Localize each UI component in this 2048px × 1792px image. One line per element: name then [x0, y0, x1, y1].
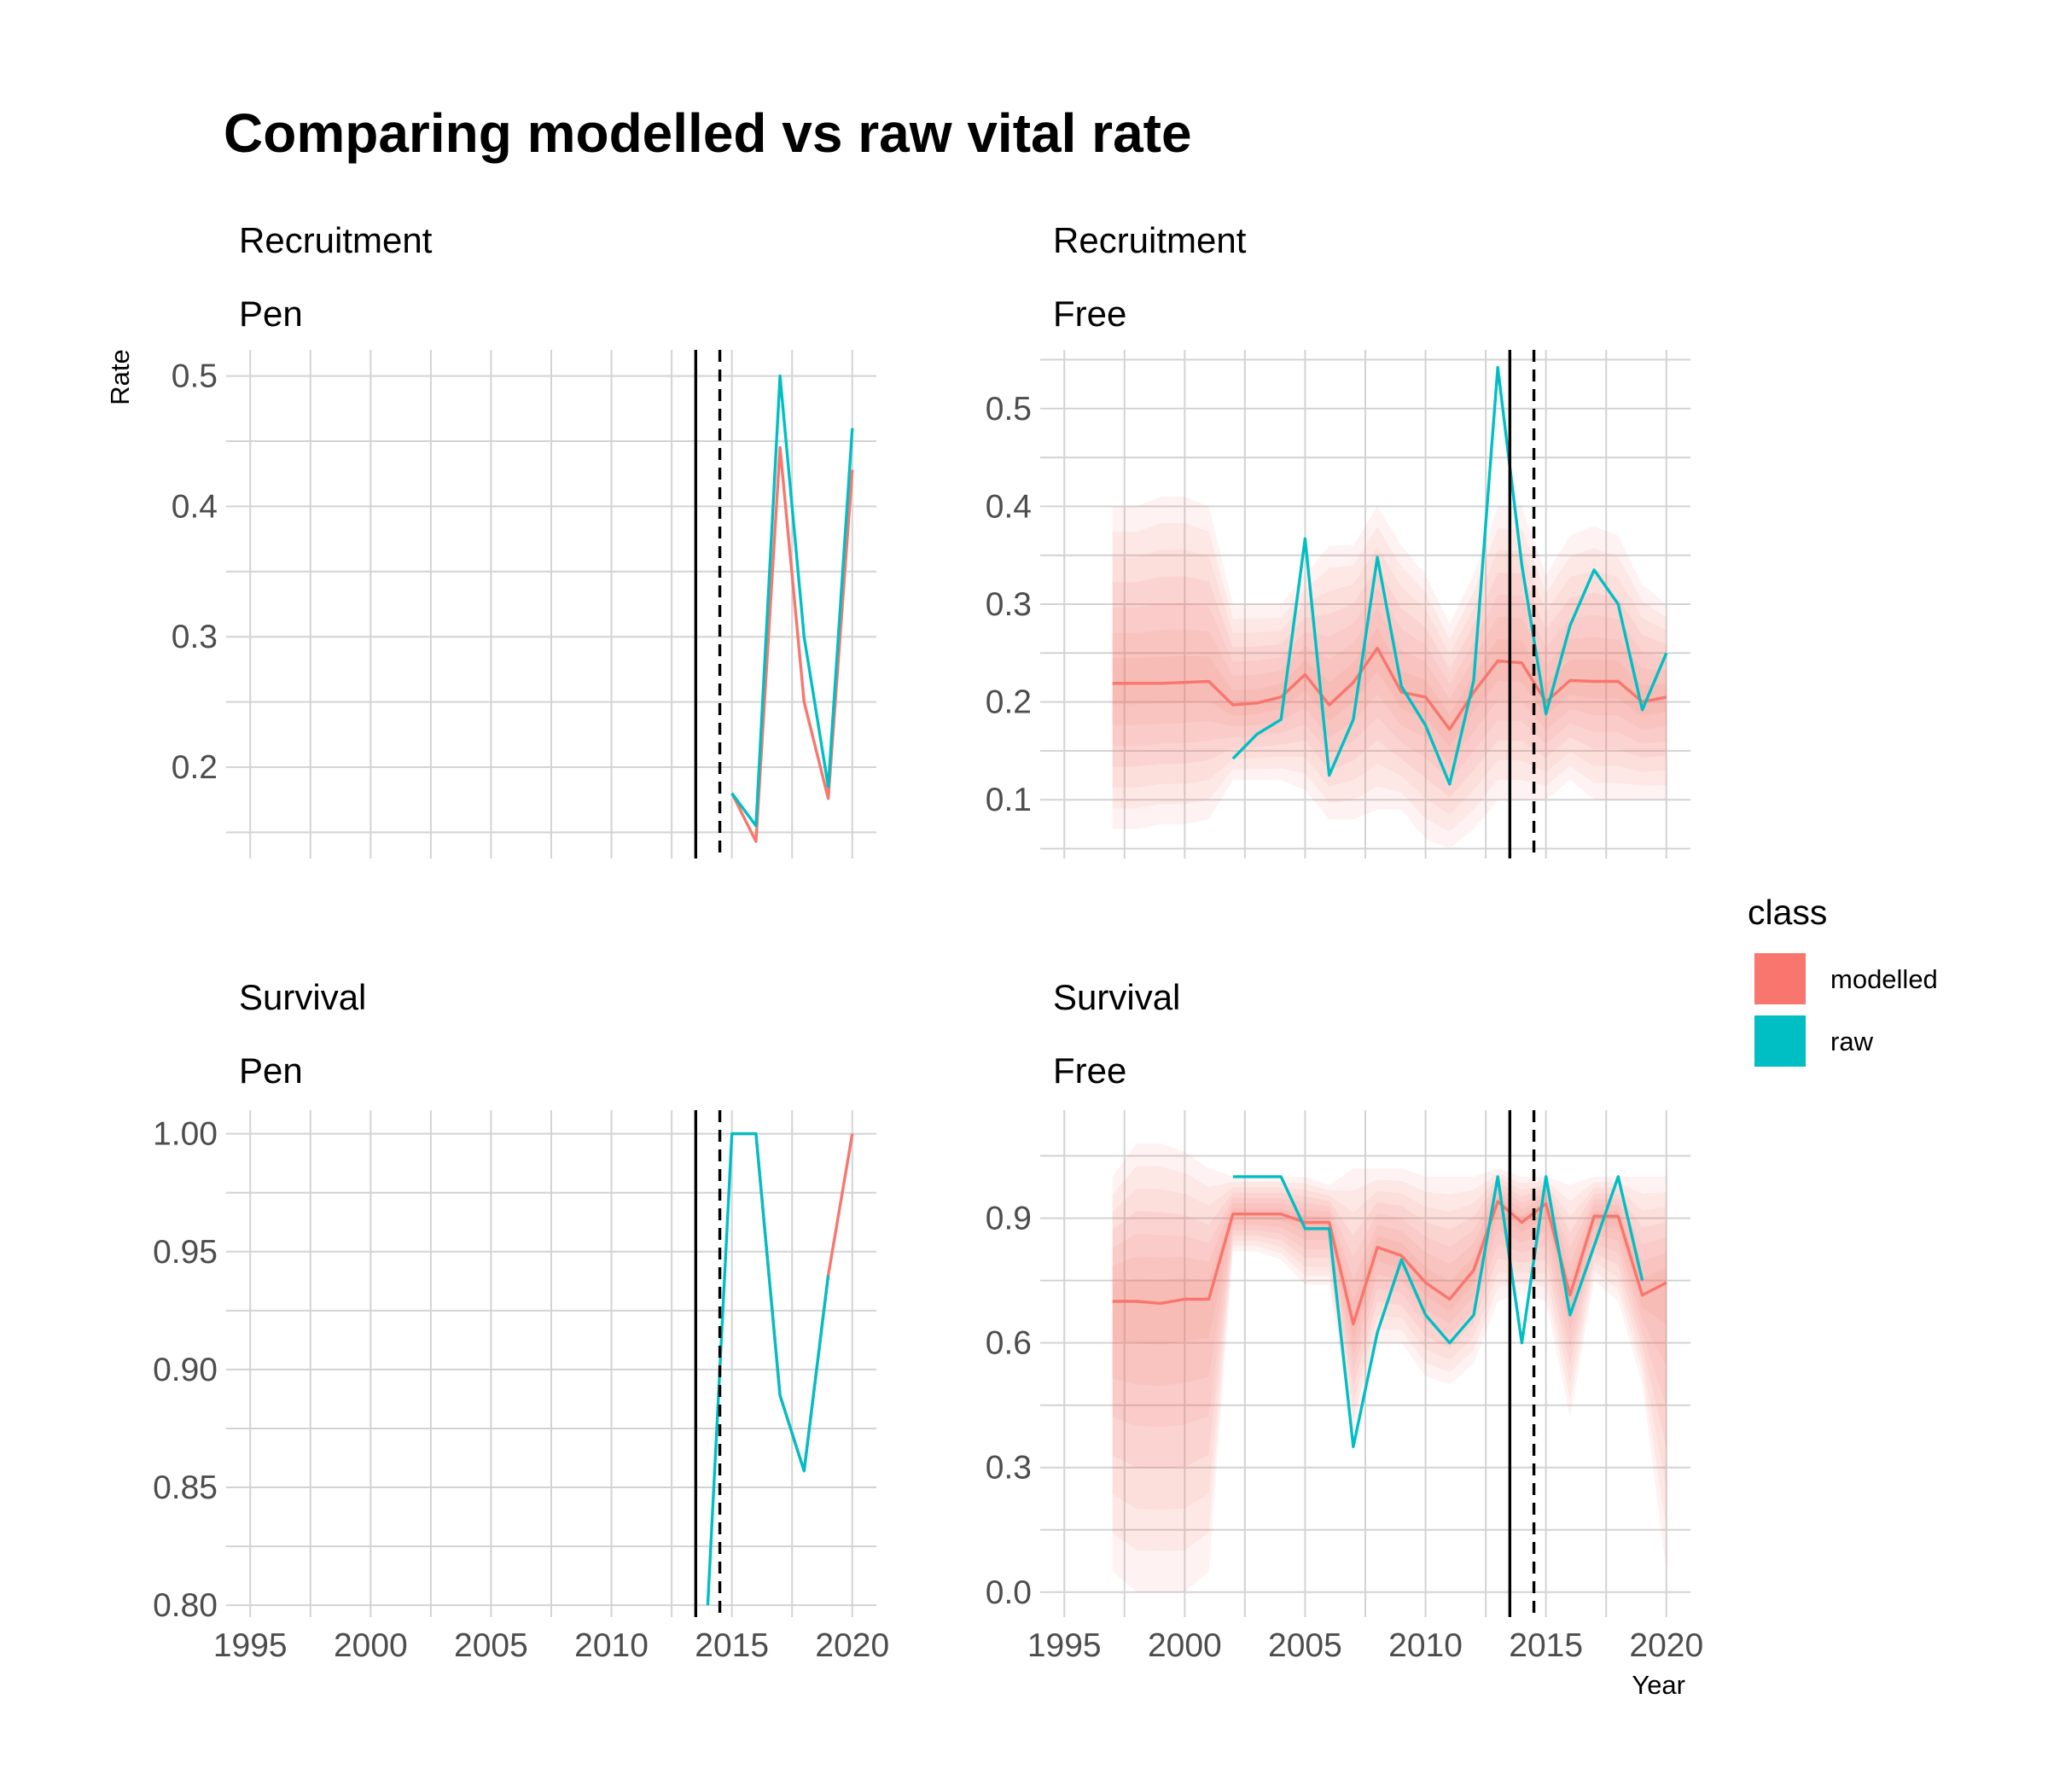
y-tick-label: 0.6	[986, 1325, 1032, 1362]
series-line-modelled	[1112, 1200, 1667, 1326]
chart-title: Comparing modelled vs raw vital rate	[224, 102, 1192, 164]
uncertainty-band	[1112, 587, 1667, 781]
panel-plot-survival-pen: 0.80 0.85 0.90 0.95 1.00 1995 2000 2005 2010 2015…	[153, 1110, 889, 1664]
panel-plot-recruitment-pen: 0.2 0.3 0.4 0.5	[172, 350, 876, 858]
x-tick-label: 2005	[1268, 1627, 1342, 1664]
strip-label-row: Recruitment	[1053, 220, 1247, 260]
panel-recruitment-pen: Recruitment Pen	[239, 220, 433, 334]
x-tick-label: 2000	[334, 1627, 408, 1664]
y-tick-label: 0.9	[986, 1201, 1032, 1237]
uncertainty-band	[1112, 546, 1667, 815]
legend-key-raw	[1754, 1015, 1806, 1067]
uncertainty-band	[1112, 1166, 1667, 1551]
y-tick-label: 0.3	[172, 619, 218, 655]
strip-label-row: Survival	[1053, 977, 1180, 1017]
series-line-raw	[706, 1132, 830, 1606]
y-tick-label: 0.5	[986, 391, 1032, 428]
uncertainty-band	[1112, 1178, 1667, 1510]
legend: class modelled raw	[1748, 893, 1938, 1067]
uncertainty-band	[1112, 1187, 1667, 1428]
strip-label-row: Recruitment	[239, 220, 433, 260]
y-axis-label: Rate	[105, 349, 135, 404]
series-line-modelled	[1112, 646, 1667, 731]
x-tick-label: 2015	[695, 1627, 769, 1664]
x-axis-label: Year	[1632, 1670, 1685, 1700]
x-tick-label: 2020	[815, 1627, 889, 1664]
uncertainty-band	[1112, 608, 1667, 764]
x-tick-label: 2010	[574, 1627, 649, 1664]
series-line-raw	[730, 374, 854, 828]
y-tick-label: 1.00	[153, 1116, 218, 1153]
uncertainty-band	[1112, 1182, 1667, 1469]
y-tick-label: 0.4	[172, 488, 218, 525]
panel-recruitment-free: Recruitment Free	[1053, 220, 1247, 334]
y-tick-label: 0.90	[153, 1352, 218, 1388]
y-tick-label: 0.3	[986, 1450, 1032, 1487]
x-tick-label: 1995	[1027, 1627, 1102, 1664]
strip-label-col: Free	[1053, 1050, 1126, 1091]
legend-label-raw: raw	[1830, 1027, 1874, 1056]
uncertainty-band	[1112, 1143, 1667, 1592]
legend-label-modelled: modelled	[1830, 964, 1938, 994]
uncertainty-band	[1112, 1192, 1667, 1387]
x-tick-label: 2015	[1509, 1627, 1583, 1664]
strip-label-row: Survival	[239, 977, 366, 1017]
x-tick-label: 2010	[1388, 1627, 1463, 1664]
panel-survival-free: Survival Free	[1053, 977, 1180, 1091]
y-tick-label: 0.2	[172, 749, 218, 786]
strip-label-col: Free	[1053, 294, 1126, 334]
y-tick-label: 0.80	[153, 1587, 218, 1624]
series-line-raw	[1232, 1175, 1644, 1449]
y-tick-label: 0.85	[153, 1469, 218, 1506]
y-tick-label: 0.2	[986, 684, 1032, 721]
y-tick-label: 0.5	[172, 358, 218, 395]
uncertainty-band	[1112, 1196, 1667, 1345]
x-tick-label: 2000	[1148, 1627, 1222, 1664]
y-tick-label: 0.4	[986, 488, 1032, 525]
y-tick-label: 0.1	[986, 782, 1032, 818]
panel-plot-recruitment-free: 0.1 0.2 0.3 0.4 0.5	[986, 350, 1690, 858]
x-tick-label: 1995	[213, 1627, 288, 1664]
y-tick-label: 0.0	[986, 1574, 1032, 1611]
x-tick-label: 2020	[1629, 1627, 1703, 1664]
legend-title: class	[1748, 893, 1827, 932]
y-tick-label: 0.3	[986, 586, 1032, 623]
panel-survival-pen: Survival Pen	[239, 977, 366, 1091]
strip-label-col: Pen	[239, 294, 303, 334]
strip-label-col: Pen	[239, 1050, 303, 1091]
legend-key-modelled	[1754, 953, 1806, 1004]
uncertainty-band	[1112, 627, 1667, 747]
x-tick-label: 2005	[454, 1627, 528, 1664]
panel-plot-survival-free: 0.0 0.3 0.6 0.9 1995 2000 2005 2010 2015 2020	[986, 1110, 1703, 1664]
series-line-raw	[1231, 365, 1668, 786]
y-tick-label: 0.95	[153, 1234, 218, 1271]
